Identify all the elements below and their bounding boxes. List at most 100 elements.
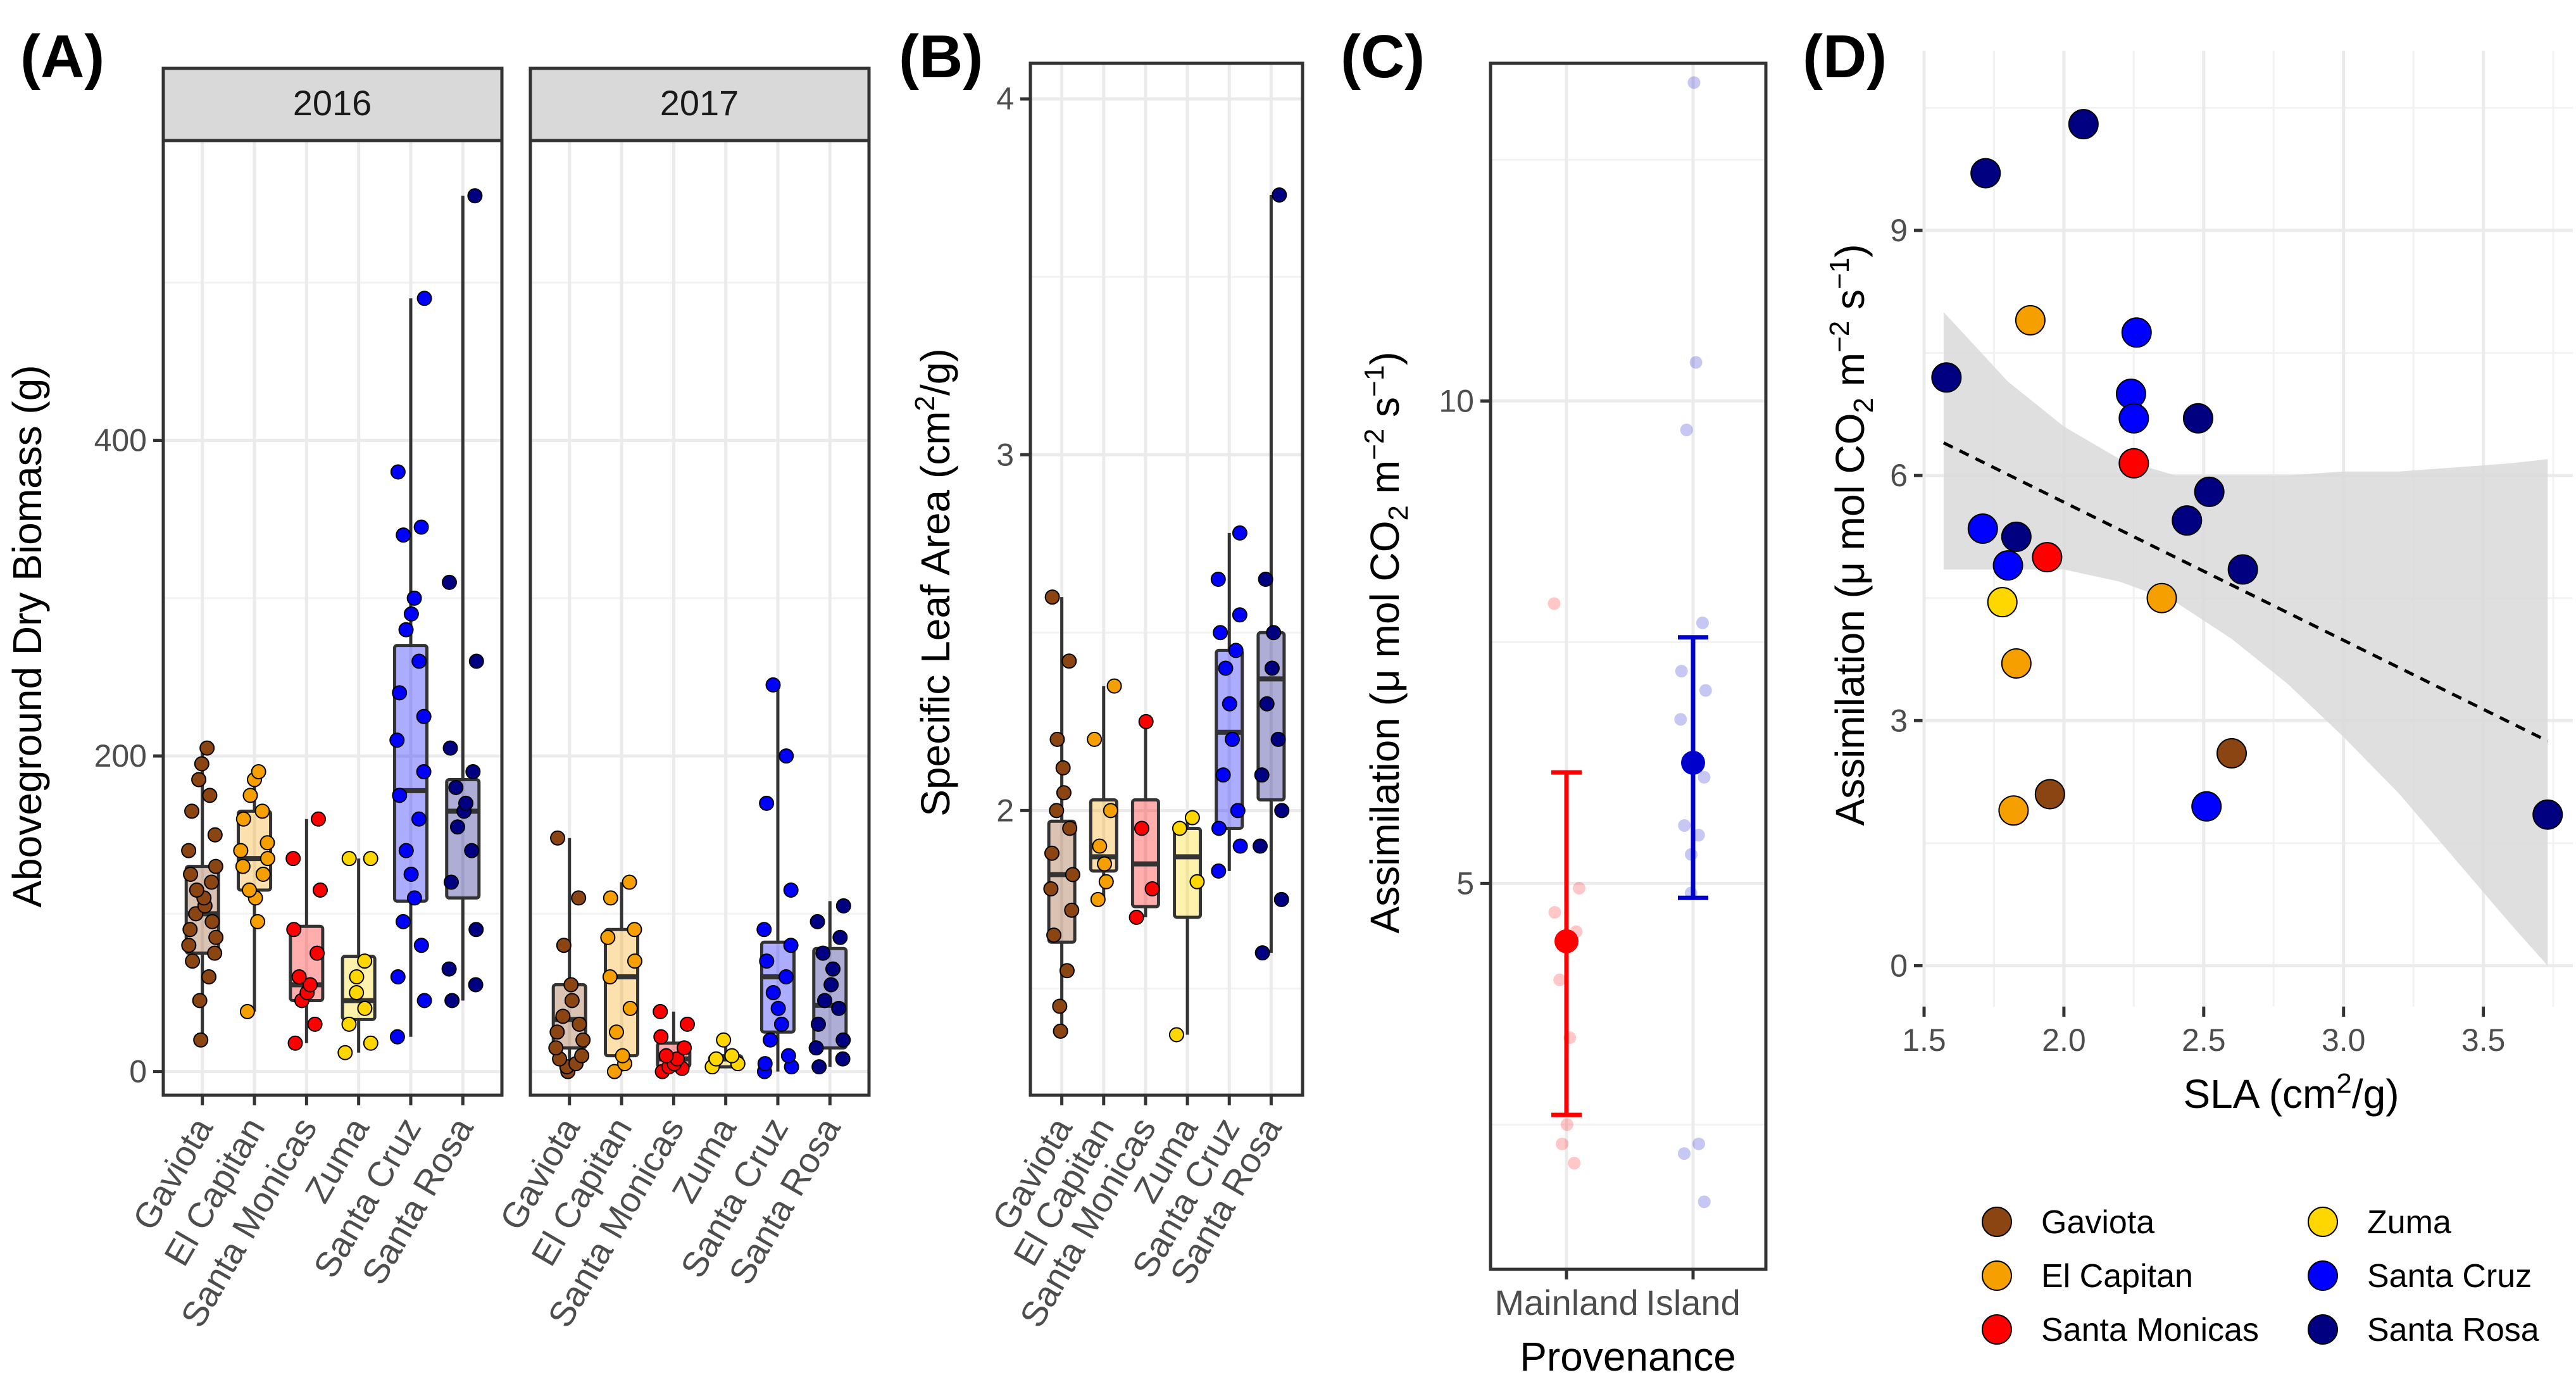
raw-point	[1560, 1118, 1573, 1131]
facet-2017: 2017	[528, 66, 871, 1097]
legend-label: Santa Monicas	[2041, 1312, 2259, 1348]
data-point	[756, 922, 772, 938]
data-point	[341, 1016, 357, 1032]
legend-label: El Capitan	[2041, 1258, 2193, 1295]
data-point	[603, 890, 618, 906]
data-point	[392, 685, 408, 701]
data-point	[309, 945, 325, 961]
data-point	[191, 772, 207, 788]
data-point	[242, 788, 258, 803]
panel-c-label: (C)	[1341, 23, 1425, 91]
data-point	[363, 1035, 378, 1051]
data-point	[823, 977, 839, 993]
confidence-ribbon	[1943, 312, 2548, 966]
scatter-point	[1967, 513, 1998, 544]
data-point	[392, 788, 408, 803]
y-title-part: m	[1362, 460, 1408, 505]
x-tick-label: 1.5	[1902, 1022, 1946, 1058]
panel-d-label: (D)	[1803, 23, 1887, 91]
data-point	[677, 1040, 692, 1056]
panel-d-x-title: SLA (cm2/g)	[2183, 1068, 2399, 1117]
y-title-sup: −1	[1824, 258, 1855, 289]
y-tick-label: 6	[1890, 458, 1908, 493]
legend-label: Gaviota	[2041, 1204, 2154, 1241]
data-point	[574, 1048, 590, 1064]
y-tick-label: 2	[996, 793, 1014, 828]
data-point	[390, 969, 406, 985]
data-point	[337, 1045, 353, 1060]
raw-point	[1698, 1195, 1711, 1209]
data-point	[233, 843, 249, 858]
scatter-point	[2121, 317, 2152, 348]
data-point	[1043, 881, 1059, 896]
data-point	[1232, 607, 1247, 623]
facet-plot-bg	[530, 141, 869, 1095]
data-point	[608, 1024, 624, 1040]
data-point	[239, 1003, 255, 1019]
data-point	[413, 519, 429, 535]
data-point	[181, 938, 197, 953]
x-title-part: /g)	[2352, 1071, 2399, 1117]
x-title-sup: 2	[2336, 1068, 2351, 1099]
data-point	[201, 969, 217, 985]
data-point	[627, 922, 642, 938]
data-point	[1232, 838, 1248, 854]
data-point	[810, 914, 825, 929]
data-point	[1056, 785, 1072, 801]
y-title-part: m	[1827, 353, 1873, 398]
x-title-part: SLA (cm	[2183, 1071, 2336, 1117]
data-point	[389, 1029, 405, 1045]
facet-strip-label: 2017	[660, 83, 739, 123]
data-point	[286, 922, 302, 938]
data-point	[235, 811, 251, 827]
scatter-point	[2146, 582, 2177, 613]
data-point	[1230, 803, 1246, 819]
data-point	[571, 890, 587, 906]
panel-b-y-axis: 2 3 4	[996, 81, 1030, 828]
data-point	[357, 1000, 373, 1016]
panel-c: (C) Assimilation (μ mol CO2 m−2 s−1) 5 10…	[1341, 23, 1768, 1379]
y-tick-label: 5	[1456, 865, 1474, 901]
data-point	[1055, 760, 1071, 776]
panel-c-plot-border	[1489, 61, 1768, 1271]
data-point	[458, 795, 474, 811]
raw-point	[1699, 684, 1712, 697]
data-point	[444, 993, 460, 1008]
legend-swatch	[1982, 1260, 2012, 1291]
y-tick-label: 10	[1439, 383, 1474, 418]
data-point	[183, 867, 199, 883]
data-point	[783, 882, 799, 898]
data-point	[1097, 856, 1113, 872]
box-iqr	[1173, 826, 1203, 919]
facet-2016-plot	[163, 141, 502, 1095]
data-point	[816, 993, 832, 1008]
data-point	[194, 756, 209, 772]
raw-point	[1678, 819, 1691, 832]
panel-c-plot-bg	[1491, 63, 1766, 1269]
data-point	[1211, 820, 1227, 836]
data-point	[357, 953, 373, 969]
data-point	[1273, 891, 1289, 907]
panel-d-legend: Gaviota Zuma El Capitan Santa Cruz Santa Mon…	[1982, 1204, 2539, 1348]
facet-2017-plot	[530, 141, 869, 1095]
facet-plot-border	[528, 139, 871, 1097]
panel-b-plot-border	[1029, 61, 1304, 1097]
data-point	[1168, 1027, 1184, 1043]
data-point	[416, 708, 432, 724]
facet-strip-label: 2016	[293, 83, 372, 123]
x-category-label: Mainland	[1494, 1283, 1638, 1322]
data-point	[182, 922, 198, 938]
data-point	[550, 830, 566, 846]
data-point	[416, 993, 432, 1008]
data-point	[1062, 820, 1078, 836]
data-point	[442, 740, 458, 756]
data-point	[441, 574, 457, 590]
y-tick-label: 3	[1890, 703, 1908, 738]
panel-a-label: (A)	[20, 23, 104, 91]
data-point	[763, 1032, 778, 1048]
y-tick-label: 0	[129, 1054, 147, 1090]
data-point	[1259, 696, 1275, 712]
